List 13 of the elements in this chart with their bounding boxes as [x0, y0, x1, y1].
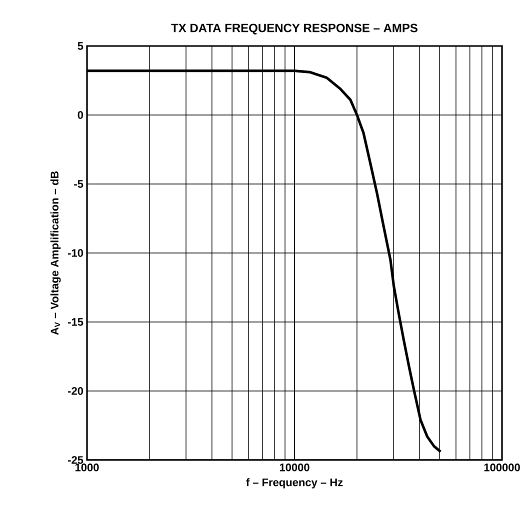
- y-tick-label: -15: [68, 318, 84, 326]
- x-tick-label: 10000: [280, 464, 310, 472]
- y-tick-label: 5: [78, 42, 84, 50]
- x-tick-label: 1000: [75, 464, 99, 472]
- x-axis-title: f – Frequency – Hz: [246, 478, 343, 488]
- y-tick-label: -20: [68, 387, 84, 395]
- y-tick-label: -5: [74, 180, 84, 188]
- chart-title: TX DATA FREQUENCY RESPONSE – AMPS: [171, 24, 418, 34]
- x-tick-label: 100000: [484, 464, 520, 472]
- y-tick-label: -25: [68, 456, 84, 464]
- y-tick-label: -10: [68, 249, 84, 257]
- y-tick-label: 0: [78, 111, 84, 119]
- y-axis-title: A$_{V}$ – Voltage Amplification – dB: [50, 171, 61, 335]
